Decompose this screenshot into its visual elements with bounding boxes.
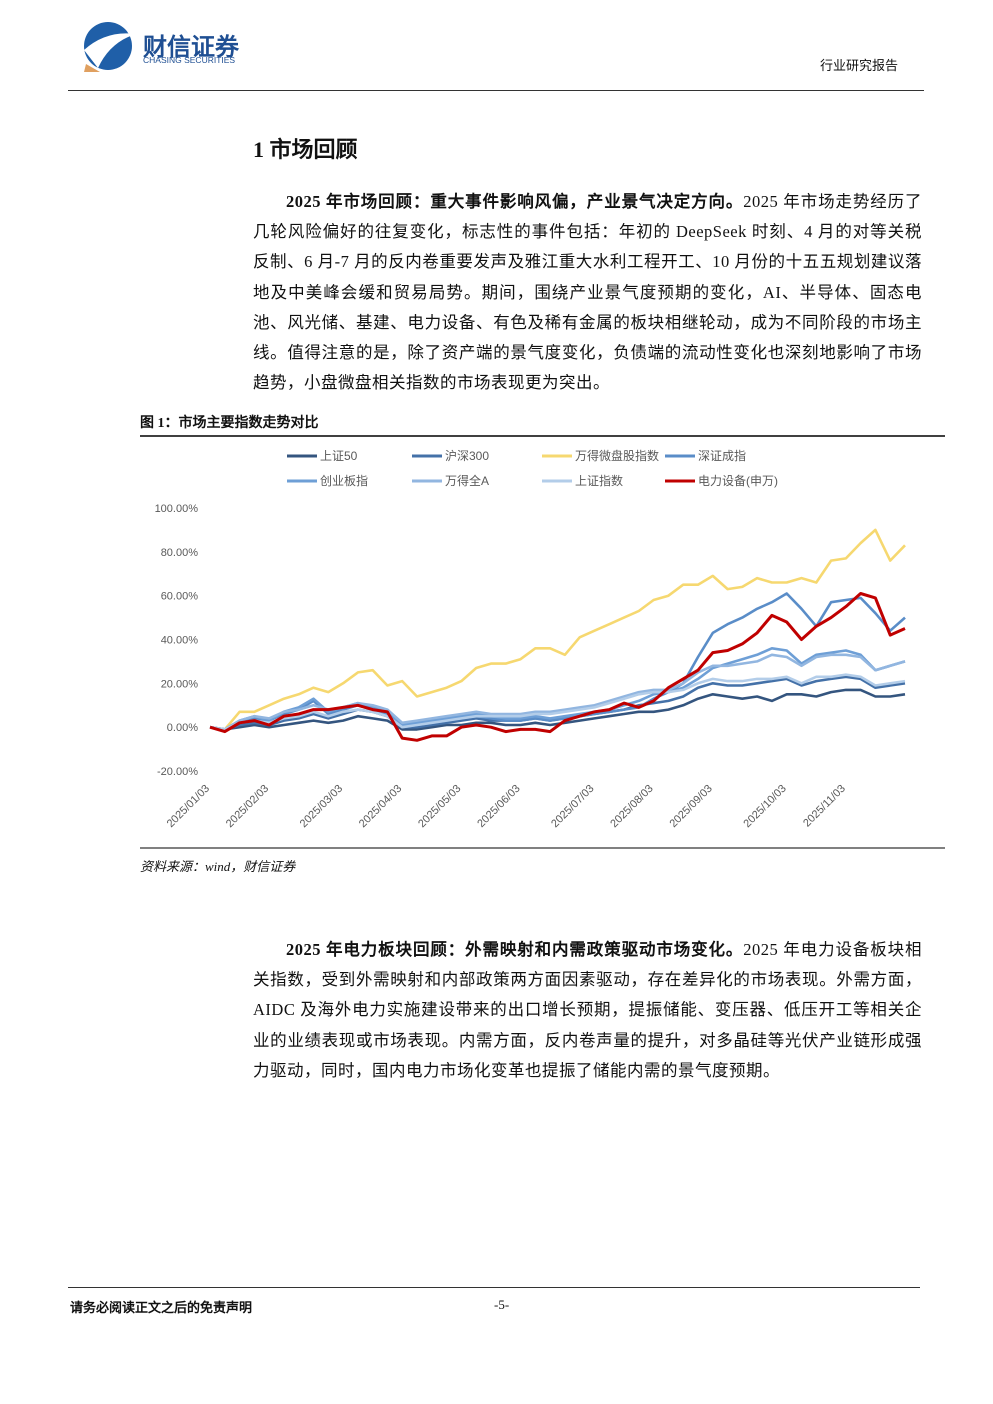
- series-line: [209, 688, 906, 731]
- x-tick-label: 2025/04/03: [357, 783, 404, 830]
- header-rule: [68, 90, 924, 91]
- brand-en: CHASING SECURITIES: [143, 55, 236, 65]
- report-type: 行业研究报告: [820, 58, 899, 73]
- x-tick-label: 2025/06/03: [475, 783, 522, 830]
- y-tick-label: 0.00%: [167, 722, 198, 734]
- page-number: -5-: [494, 1297, 510, 1312]
- x-tick-label: 2025/08/03: [608, 783, 655, 830]
- lead: 2025 年电力板块回顾：外需映射和内需政策驱动市场变化。: [286, 940, 744, 959]
- body-text: 2025 年市场走势经历了几轮风险偏好的往复变化，标志性的事件包括：年初的 De…: [253, 192, 923, 393]
- section-title: 1 市场回顾: [253, 137, 358, 162]
- body-text: 2025 年电力设备板块相关指数，受到外需映射和内部政策两方面因素驱动，存在差异…: [253, 940, 923, 1080]
- series-line: [209, 528, 906, 731]
- series-line: [209, 592, 906, 731]
- chart: 100.00% 80.00% 60.00% 40.00% 20.00% 0.00% -20.…: [140, 435, 945, 849]
- legend-label: 深证成指: [698, 448, 746, 463]
- y-tick-label: 20.00%: [161, 678, 199, 690]
- figure-source: 资料来源：wind，财信证券: [140, 859, 296, 874]
- x-tick-label: 2025/10/03: [741, 783, 788, 830]
- y-tick-label: 60.00%: [161, 591, 199, 603]
- x-tick-label: 2025/07/03: [549, 783, 596, 830]
- legend-label: 电力设备(申万): [698, 474, 778, 488]
- y-tick-label: 40.00%: [161, 635, 199, 647]
- y-tick-label: 100.00%: [155, 503, 199, 515]
- legend-label: 创业板指: [320, 473, 368, 488]
- legend-label: 上证指数: [575, 473, 623, 488]
- legend-label: 万得全A: [445, 473, 489, 488]
- legend-label: 上证50: [320, 449, 358, 463]
- x-tick-label: 2025/05/03: [416, 783, 463, 830]
- x-tick-label: 2025/02/03: [224, 783, 271, 830]
- legend-label: 沪深300: [445, 449, 489, 463]
- disclaimer: 请务必阅读正文之后的免责声明: [70, 1300, 253, 1315]
- x-tick-label: 2025/03/03: [298, 783, 345, 830]
- logo: [84, 22, 136, 72]
- x-tick-label: 2025/11/03: [801, 783, 848, 830]
- y-tick-label: 80.00%: [161, 547, 199, 559]
- x-tick-label: 2025/01/03: [165, 783, 212, 830]
- figure-caption: 图 1：市场主要指数走势对比: [140, 416, 319, 431]
- y-tick-label: -20.00%: [157, 766, 198, 778]
- paragraph: 2025 年市场回顾：重大事件影响风偏，产业景气决定方向。2025 年市场走势经…: [253, 187, 922, 398]
- legend-label: 万得微盘股指数: [575, 448, 659, 463]
- series-line: [209, 592, 906, 742]
- x-tick-label: 2025/09/03: [667, 783, 714, 830]
- paragraph: 2025 年电力板块回顾：外需映射和内需政策驱动市场变化。2025 年电力设备板…: [253, 935, 922, 1086]
- series-line: [209, 673, 906, 731]
- lead: 2025 年市场回顾：重大事件影响风偏，产业景气决定方向。: [286, 192, 744, 211]
- brand: 财信证券: [143, 33, 239, 61]
- footer-rule: [68, 1287, 920, 1288]
